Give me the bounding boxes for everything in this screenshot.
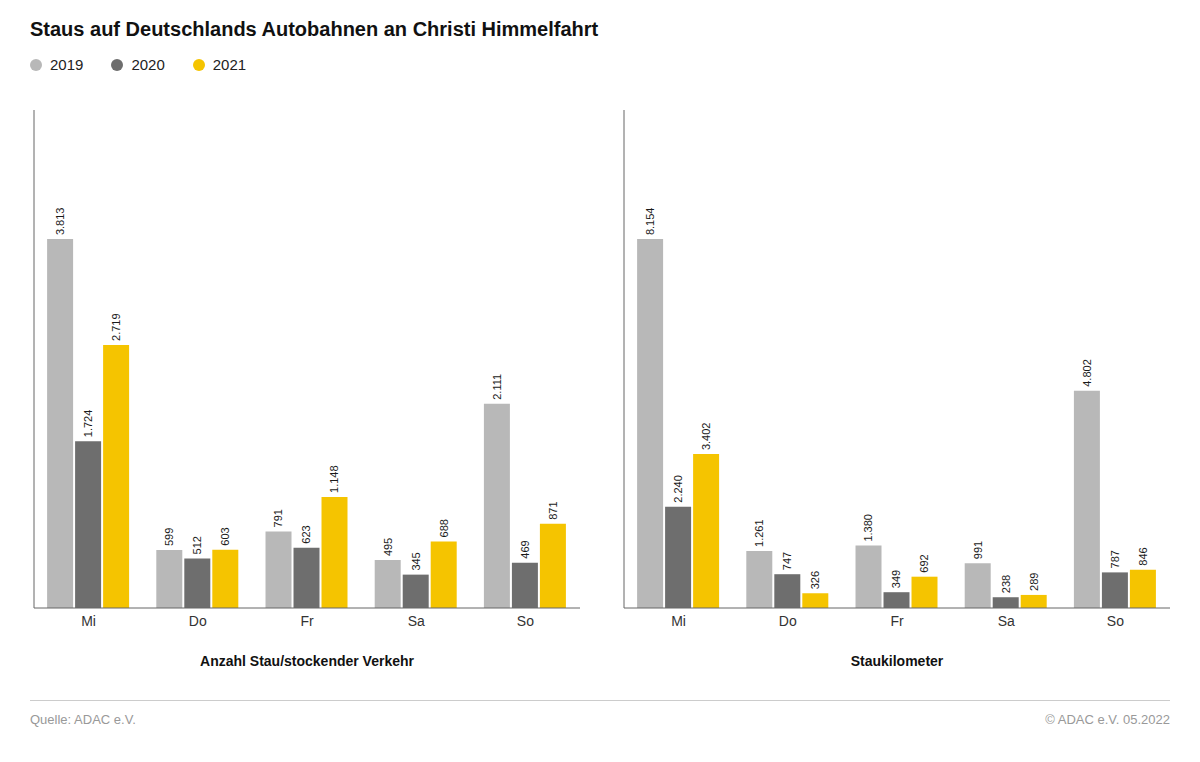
svg-text:4.802: 4.802 <box>1081 359 1093 387</box>
svg-text:So: So <box>517 613 534 629</box>
svg-text:Mi: Mi <box>671 613 686 629</box>
svg-text:791: 791 <box>273 509 285 527</box>
svg-text:495: 495 <box>382 538 394 556</box>
html-text:Staus auf Deutschlands Autobah: Staus auf Deutschlands Autobahnen an Chr… <box>30 18 599 40</box>
svg-text:Do: Do <box>779 613 797 629</box>
svg-text:3.402: 3.402 <box>700 423 712 451</box>
svg-text:Sa: Sa <box>408 613 425 629</box>
svg-text:8.154: 8.154 <box>644 208 656 236</box>
svg-text:1.724: 1.724 <box>82 410 94 438</box>
svg-text:512: 512 <box>191 536 203 554</box>
svg-text:688: 688 <box>438 519 450 537</box>
svg-text:1.380: 1.380 <box>863 514 875 542</box>
svg-text:Mi: Mi <box>81 613 96 629</box>
svg-text:Anzahl Stau/stockender Verkehr: Anzahl Stau/stockender Verkehr <box>200 653 415 669</box>
html-text:© ADAC e.V. 05.2022: © ADAC e.V. 05.2022 <box>1045 712 1170 727</box>
svg-text:747: 747 <box>781 552 793 570</box>
svg-text:Sa: Sa <box>998 613 1015 629</box>
html-text:2020: 2020 <box>131 56 165 73</box>
svg-text:349: 349 <box>891 570 903 588</box>
svg-text:599: 599 <box>163 528 175 546</box>
svg-text:1.148: 1.148 <box>329 465 341 493</box>
svg-text:Fr: Fr <box>300 613 314 629</box>
svg-text:787: 787 <box>1109 550 1121 568</box>
svg-text:623: 623 <box>301 525 313 543</box>
html-text:2019: 2019 <box>50 56 84 73</box>
svg-text:692: 692 <box>919 554 931 572</box>
svg-text:3.813: 3.813 <box>54 208 66 236</box>
svg-text:991: 991 <box>972 541 984 559</box>
svg-text:2.240: 2.240 <box>672 475 684 503</box>
svg-text:2.719: 2.719 <box>110 313 122 341</box>
html-text:2021: 2021 <box>212 56 247 73</box>
svg-text:Staukilometer: Staukilometer <box>851 653 944 669</box>
html-text:Quelle: ADAC e.V.: Quelle: ADAC e.V. <box>30 712 136 727</box>
svg-text:603: 603 <box>219 527 231 545</box>
svg-text:238: 238 <box>1000 575 1012 593</box>
svg-text:326: 326 <box>809 571 821 589</box>
svg-text:2.111: 2.111 <box>491 374 503 400</box>
svg-text:Do: Do <box>189 613 207 629</box>
svg-text:345: 345 <box>410 552 422 570</box>
svg-text:846: 846 <box>1137 547 1149 565</box>
svg-text:289: 289 <box>1028 573 1040 591</box>
svg-text:Fr: Fr <box>890 613 904 629</box>
svg-text:469: 469 <box>519 540 531 558</box>
svg-text:871: 871 <box>547 501 559 519</box>
svg-text:So: So <box>1107 613 1124 629</box>
svg-text:1.261: 1.261 <box>753 519 765 547</box>
